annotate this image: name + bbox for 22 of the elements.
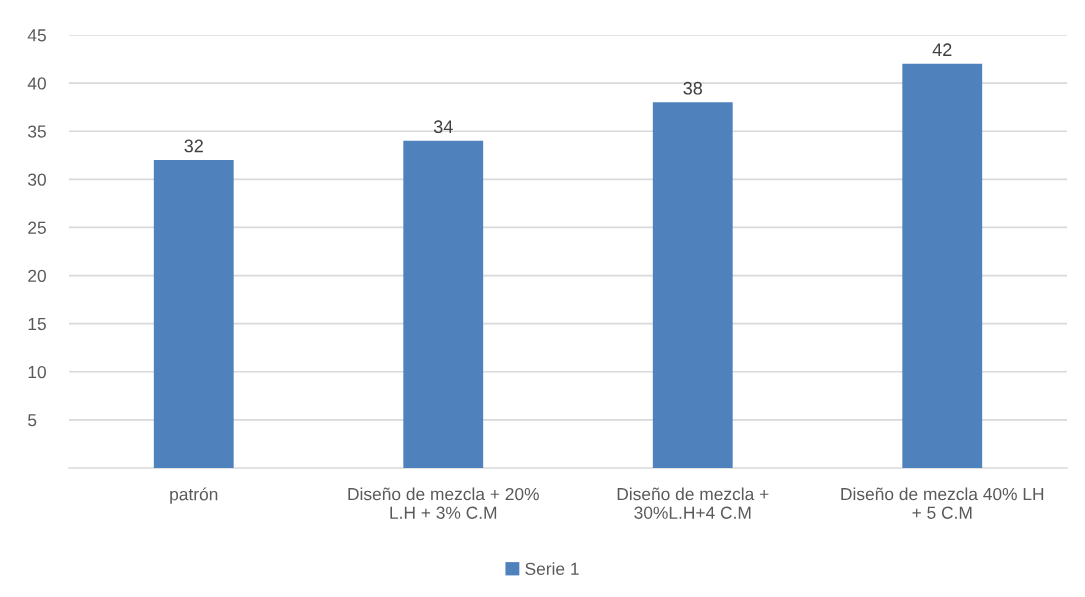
x-tick-label: Diseño de mezcla 40% LH + 5 C.M	[841, 487, 1044, 519]
y-tick-label: 20	[28, 269, 46, 283]
x-tick-label: patrón	[170, 487, 218, 504]
y-tick-label: 10	[28, 365, 46, 379]
data-label: 34	[433, 120, 453, 134]
y-tick-label: 5	[28, 414, 37, 427]
y-tick-label: 35	[28, 125, 46, 138]
y-tick-label: 15	[28, 318, 46, 331]
x-tick-label: Diseño de mezcla + 20% L.H + 3% C.M	[348, 487, 539, 519]
data-label: 42	[932, 43, 952, 56]
x-tick-label: Diseño de mezcla + 30%L.H+4 C.M	[617, 487, 769, 519]
bar	[652, 102, 733, 468]
y-tick-label: 40	[27, 77, 46, 90]
bar	[153, 160, 234, 468]
data-label: 32	[184, 139, 203, 153]
bar	[902, 63, 983, 468]
y-tick-label: 30	[28, 173, 46, 186]
y-tick-label: 45	[27, 29, 46, 42]
data-label: 38	[683, 81, 703, 95]
y-tick-label: 25	[28, 221, 46, 234]
legend-label: Serie 1	[525, 562, 579, 575]
bar	[403, 140, 484, 468]
